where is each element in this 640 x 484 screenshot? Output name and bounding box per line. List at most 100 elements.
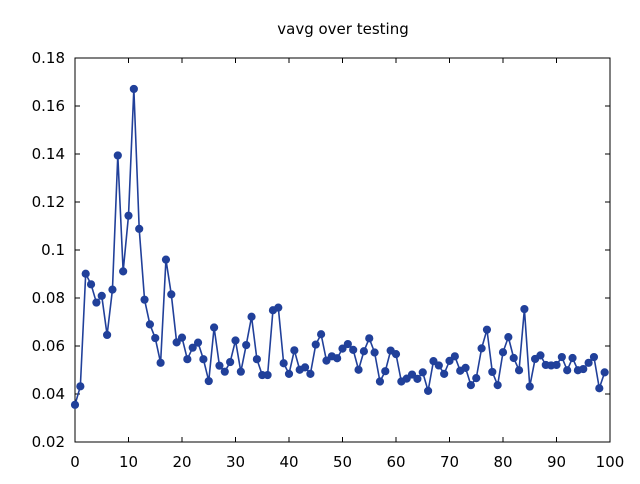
- x-tick-label: 90: [547, 453, 566, 471]
- y-tick-label: 0.18: [32, 49, 65, 67]
- data-point: [402, 374, 411, 383]
- data-point: [370, 348, 379, 357]
- x-tick-label: 0: [70, 453, 80, 471]
- y-tick-label: 0.04: [32, 385, 65, 403]
- data-point: [472, 374, 481, 383]
- data-point: [365, 334, 374, 343]
- data-point: [440, 369, 449, 378]
- data-point: [525, 382, 534, 391]
- tick-marks: [74, 57, 611, 443]
- data-point: [129, 84, 138, 94]
- data-point: [236, 367, 245, 376]
- data-point: [466, 381, 475, 390]
- data-point: [338, 344, 347, 353]
- y-tick-label: 0.16: [32, 97, 65, 115]
- data-point: [375, 377, 385, 386]
- data-point: [445, 356, 454, 365]
- y-tick-label: 0.02: [32, 433, 65, 451]
- data-point: [407, 370, 417, 379]
- y-tick-label: 0.14: [32, 145, 65, 163]
- data-point: [210, 323, 219, 332]
- data-point: [354, 365, 363, 374]
- data-point: [359, 347, 368, 356]
- data-point: [424, 386, 433, 395]
- data-point: [557, 352, 566, 362]
- x-tick-label: 50: [333, 453, 352, 471]
- data-point: [156, 358, 165, 367]
- x-tick-label: 20: [172, 453, 191, 471]
- data-point: [493, 381, 502, 390]
- data-point: [584, 358, 593, 367]
- data-point: [333, 354, 342, 363]
- data-point: [135, 224, 144, 233]
- series-line: [74, 88, 606, 406]
- data-point: [429, 357, 438, 366]
- y-tick-label: 0.06: [32, 337, 65, 355]
- data-point: [183, 355, 192, 364]
- data-point: [563, 366, 572, 375]
- data-point: [290, 346, 299, 355]
- data-point: [300, 363, 310, 372]
- data-point: [418, 368, 427, 377]
- data-point: [279, 359, 288, 368]
- x-tick-label: 30: [226, 453, 245, 471]
- data-point: [477, 344, 486, 353]
- data-point: [97, 291, 106, 300]
- data-point: [226, 357, 235, 367]
- data-point: [113, 151, 122, 160]
- x-tick-label: 40: [279, 453, 298, 471]
- data-point: [391, 350, 401, 359]
- y-tick-label: 0.12: [32, 193, 65, 211]
- data-point: [193, 338, 203, 347]
- data-point: [589, 352, 599, 362]
- data-point: [86, 280, 96, 289]
- y-tick-label: 0.08: [32, 289, 65, 307]
- data-point: [220, 367, 229, 376]
- data-point: [161, 255, 171, 264]
- x-tick-label: 80: [493, 453, 512, 471]
- data-point: [504, 333, 513, 342]
- data-point: [488, 367, 497, 377]
- x-tick-label: 10: [119, 453, 138, 471]
- data-point: [552, 360, 561, 370]
- data-point: [536, 351, 545, 360]
- y-tick-labels: 0.02 0.04 0.06 0.08 0.1 0.12 0.14 0.16 0.18: [32, 49, 65, 451]
- data-point: [252, 355, 261, 364]
- data-point: [188, 343, 197, 352]
- data-point: [450, 352, 459, 361]
- data-point: [231, 336, 240, 345]
- data-point: [381, 367, 390, 376]
- data-point: [177, 333, 187, 342]
- chart-title: vavg over testing: [277, 20, 408, 38]
- data-point: [167, 290, 176, 299]
- data-point: [311, 340, 320, 349]
- data-point: [92, 298, 101, 307]
- data-point: [482, 325, 492, 334]
- x-tick-label: 70: [440, 453, 459, 471]
- x-tick-label: 100: [596, 453, 625, 471]
- data-point: [284, 369, 294, 378]
- data-point: [119, 267, 128, 276]
- data-point: [413, 374, 422, 383]
- data-point: [242, 340, 251, 350]
- y-tick-label: 0.1: [41, 241, 65, 259]
- x-tick-label: 60: [386, 453, 405, 471]
- data-point: [461, 363, 470, 372]
- data-point: [306, 369, 315, 378]
- data-point: [263, 370, 272, 380]
- data-point: [247, 312, 256, 321]
- data-point: [215, 361, 224, 370]
- data-point: [70, 400, 80, 409]
- data-point: [434, 361, 443, 370]
- data-point: [579, 364, 588, 374]
- data-point: [498, 348, 508, 357]
- data-point: [204, 376, 213, 386]
- data-point: [568, 353, 577, 363]
- data-points: [70, 84, 609, 409]
- data-point: [124, 211, 133, 220]
- data-point: [520, 304, 529, 314]
- data-point: [317, 330, 326, 339]
- data-point: [151, 333, 160, 343]
- data-point: [81, 269, 90, 278]
